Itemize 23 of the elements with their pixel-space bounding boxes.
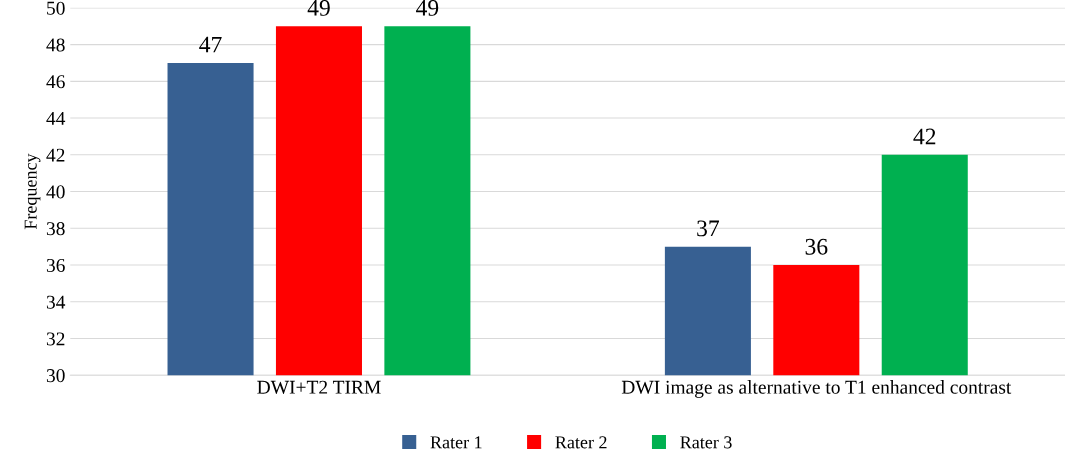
- data-label: 49: [416, 0, 439, 16]
- y-tick-label: 34: [46, 295, 66, 309]
- y-tick-label: 44: [46, 112, 66, 125]
- x-tick-label: DWI+T2 TIRM: [257, 380, 381, 394]
- y-tick-label: 42: [46, 148, 65, 162]
- data-label: 47: [199, 36, 222, 53]
- y-tick-label: 38: [46, 222, 65, 236]
- data-label: 49: [307, 0, 330, 16]
- x-tick-label: DWI image as alternative to T1 enhanced contrast: [621, 380, 1012, 398]
- y-tick-label: 32: [46, 332, 65, 346]
- y-tick-label: 48: [46, 38, 65, 52]
- legend-label: Rater 2: [555, 436, 607, 449]
- y-tick-label: 36: [46, 258, 65, 272]
- data-label: 36: [805, 238, 828, 255]
- data-label: 37: [697, 220, 720, 237]
- y-tick-label: 30: [46, 369, 65, 383]
- y-tick-label: 50: [47, 1, 65, 15]
- y-axis-title: Frequency: [24, 153, 41, 230]
- legend-label: Rater 3: [680, 436, 732, 449]
- y-tick-label: 40: [46, 185, 65, 199]
- y-tick-label: 46: [46, 75, 65, 89]
- data-label: 42: [913, 128, 936, 145]
- legend-label: Rater 1: [430, 436, 482, 449]
